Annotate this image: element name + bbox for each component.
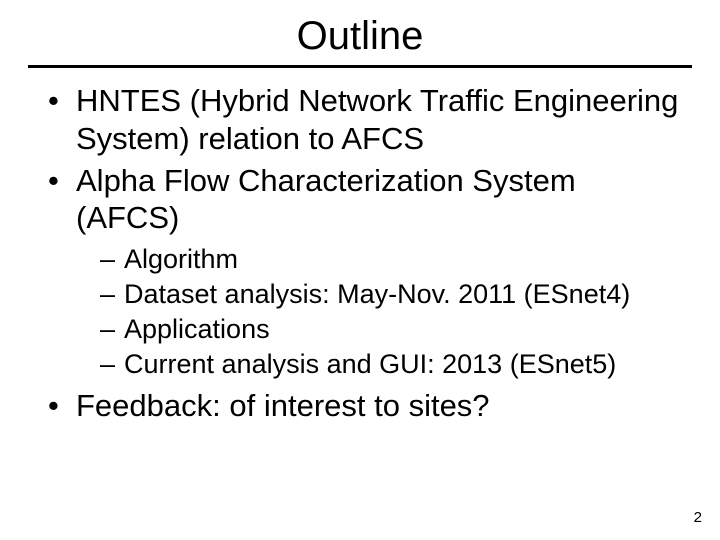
bullet-list: HNTES (Hybrid Network Traffic Engineerin…	[48, 82, 680, 425]
list-item: Algorithm	[100, 243, 680, 276]
list-item: Dataset analysis: May-Nov. 2011 (ESnet4)	[100, 278, 680, 311]
bullet-text: Alpha Flow Characterization System (AFCS…	[76, 163, 576, 236]
bullet-text: Applications	[124, 314, 270, 344]
sub-bullet-list: Algorithm Dataset analysis: May-Nov. 201…	[76, 243, 680, 381]
slide-body: HNTES (Hybrid Network Traffic Engineerin…	[0, 82, 720, 425]
list-item: HNTES (Hybrid Network Traffic Engineerin…	[48, 82, 680, 158]
list-item: Feedback: of interest to sites?	[48, 387, 680, 425]
bullet-text: Current analysis and GUI: 2013 (ESnet5)	[124, 349, 616, 379]
title-underline	[28, 65, 692, 68]
bullet-text: Algorithm	[124, 244, 238, 274]
bullet-text: Dataset analysis: May-Nov. 2011 (ESnet4)	[124, 279, 630, 309]
list-item: Alpha Flow Characterization System (AFCS…	[48, 162, 680, 381]
bullet-text: HNTES (Hybrid Network Traffic Engineerin…	[76, 83, 678, 156]
slide: Outline HNTES (Hybrid Network Traffic En…	[0, 0, 720, 540]
list-item: Applications	[100, 313, 680, 346]
list-item: Current analysis and GUI: 2013 (ESnet5)	[100, 348, 680, 381]
bullet-text: Feedback: of interest to sites?	[76, 388, 490, 423]
slide-title: Outline	[0, 0, 720, 65]
page-number: 2	[694, 509, 702, 526]
